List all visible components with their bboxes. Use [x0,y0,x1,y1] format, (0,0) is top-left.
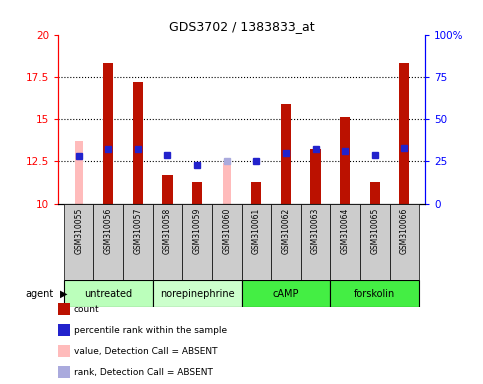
Bar [94,204,123,280]
Text: GSM310065: GSM310065 [370,207,379,254]
Bar [212,204,242,280]
Bar [74,141,83,204]
Text: value, Detection Call = ABSENT: value, Detection Call = ABSENT [74,347,217,356]
Bar [389,204,419,280]
Bar [64,280,153,307]
Bar [301,204,330,280]
Text: norepinephrine: norepinephrine [160,289,234,299]
Bar [330,204,360,280]
Text: count: count [74,305,99,314]
Text: GSM310063: GSM310063 [311,207,320,254]
Text: GSM310060: GSM310060 [222,207,231,254]
Text: forskolin: forskolin [354,289,396,299]
Text: agent: agent [25,289,53,299]
Text: GSM310064: GSM310064 [341,207,350,254]
Text: GSM310059: GSM310059 [193,207,201,254]
Text: GSM310058: GSM310058 [163,207,172,253]
Bar [242,204,271,280]
Bar [123,204,153,280]
Bar [281,104,291,204]
Bar [340,118,350,204]
Text: cAMP: cAMP [273,289,299,299]
Bar [64,204,94,280]
Text: rank, Detection Call = ABSENT: rank, Detection Call = ABSENT [74,368,213,377]
Text: GSM310061: GSM310061 [252,207,261,253]
Text: ▶: ▶ [60,289,68,299]
Text: GSM310057: GSM310057 [133,207,142,254]
Text: untreated: untreated [84,289,132,299]
Bar [271,204,301,280]
Bar [153,204,182,280]
Title: GDS3702 / 1383833_at: GDS3702 / 1383833_at [169,20,314,33]
Bar [242,280,330,307]
Bar [182,204,212,280]
Bar [133,82,143,204]
Text: GSM310066: GSM310066 [400,207,409,254]
Text: GSM310062: GSM310062 [282,207,290,253]
Bar [153,280,242,307]
Text: GSM310056: GSM310056 [104,207,113,254]
Bar [399,63,410,204]
Bar [162,175,173,204]
Bar [360,204,389,280]
Bar [223,163,231,204]
Bar [330,280,419,307]
Bar [311,149,321,204]
Bar [251,182,261,204]
Bar [103,63,114,204]
Bar [192,182,202,204]
Bar [369,182,380,204]
Text: GSM310055: GSM310055 [74,207,83,254]
Text: percentile rank within the sample: percentile rank within the sample [74,326,227,335]
